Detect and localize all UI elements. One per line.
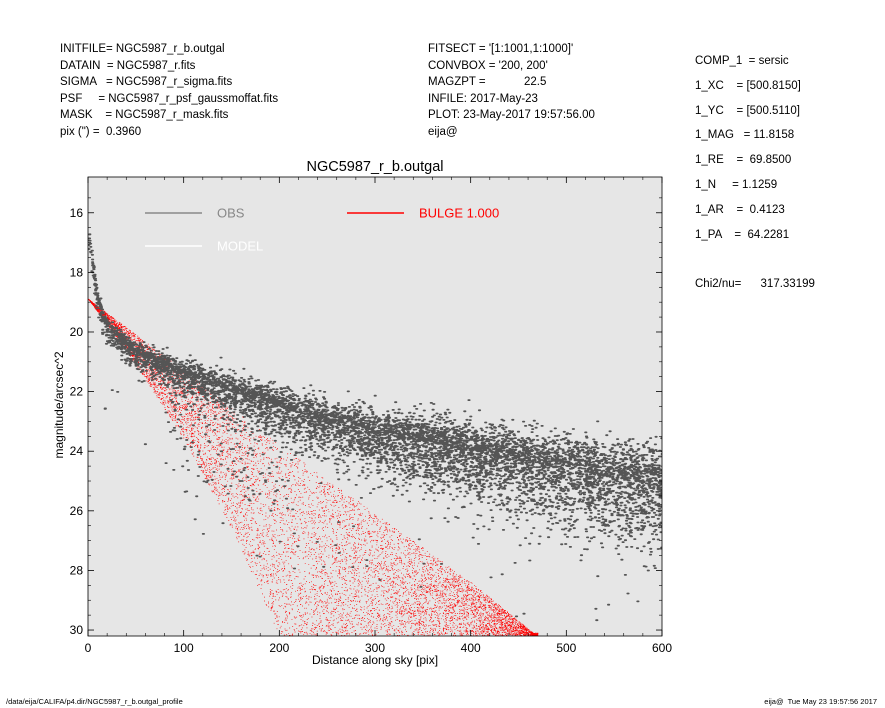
fit-param-line: COMP_1 = sersic [695, 55, 789, 67]
footer-timestamp: eija@ Tue May 23 19:57:56 2017 [764, 697, 877, 706]
y-tick-label: 22 [70, 385, 84, 399]
x-tick-label: 100 [174, 641, 194, 655]
header-middle-line: MAGZPT = 22.5 [428, 76, 547, 89]
header-middle-line: FITSECT = '[1:1001,1:1000]' [428, 43, 574, 55]
x-tick-label: 200 [269, 641, 289, 655]
header-middle-line: eija@ [428, 125, 458, 138]
chart-title: NGC5987_r_b.outgal [306, 159, 443, 175]
obs-series [88, 233, 662, 622]
y-axis-label: magnitude/arcsec^2 [52, 351, 66, 458]
header-left-line: PSF = NGC5987_r_psf_gaussmoffat.fits [60, 92, 279, 105]
legend-model-label: MODEL [217, 238, 263, 253]
y-tick-label: 30 [70, 623, 84, 637]
fit-param-line: 1_N = 1.1259 [695, 178, 778, 191]
x-tick-label: 400 [461, 641, 481, 655]
y-axis: 16 18 20 22 24 26 28 30 [70, 197, 662, 637]
fit-param-line: 1_MAG = 11.8158 [695, 129, 795, 142]
header-left-line: pix (") = 0.3960 [60, 125, 142, 138]
x-axis: 0 100 200 300 400 500 600 [85, 177, 672, 655]
header-left-line: SIGMA = NGC5987_r_sigma.fits [60, 76, 233, 89]
fit-param-line: 1_PA = 64.2281 [695, 228, 790, 241]
legend-obs-label: OBS [217, 205, 245, 220]
x-tick-label: 300 [365, 641, 385, 655]
x-tick-label: 600 [652, 641, 672, 655]
header-left-line: INITFILE= NGC5987_r_b.outgal [60, 43, 225, 55]
fit-param-line: Chi2/nu= 317.33199 [695, 278, 815, 291]
header-left-line: MASK = NGC5987_r_mask.fits [60, 109, 229, 122]
y-tick-label: 20 [70, 325, 84, 339]
y-tick-label: 28 [70, 563, 84, 577]
fit-parameters-block: COMP_1 = sersic 1_XC = [500.8150] 1_YC = [… [695, 49, 815, 297]
y-tick-label: 16 [70, 206, 84, 220]
x-axis-label: Distance along sky [pix] [312, 653, 438, 667]
header-left-block: INITFILE= NGC5987_r_b.outgal DATAIN = NGC… [60, 41, 278, 141]
x-tick-label: 0 [85, 641, 92, 655]
y-tick-label: 26 [70, 504, 84, 518]
header-middle-block: FITSECT = '[1:1001,1:1000]' CONVBOX = '20… [428, 41, 595, 141]
fit-param-line: 1_XC = [500.8150] [695, 79, 801, 92]
obs-points [88, 233, 662, 622]
fit-param-line: 1_AR = 0.4123 [695, 203, 785, 216]
y-tick-label: 24 [70, 444, 84, 458]
header-middle-line: INFILE: 2017-May-23 [428, 92, 538, 105]
header-middle-line: PLOT: 23-May-2017 19:57:56.00 [428, 109, 595, 122]
y-tick-label: 18 [70, 265, 84, 279]
legend: OBS MODEL BULGE 1.000 [145, 205, 499, 253]
header-left-line: DATAIN = NGC5987_r.fits [60, 59, 196, 72]
footer-path: /data/eija/CALIFA/p4.dir/NGC5987_r_b.out… [6, 697, 183, 706]
fit-param-line: 1_RE = 69.8500 [695, 154, 792, 167]
fit-param-line: 1_YC = [500.5110] [695, 104, 800, 117]
legend-bulge-label: BULGE 1.000 [419, 205, 499, 220]
plot-area [88, 177, 662, 636]
header-middle-line: CONVBOX = '200, 200' [428, 59, 548, 72]
x-tick-label: 500 [556, 641, 576, 655]
